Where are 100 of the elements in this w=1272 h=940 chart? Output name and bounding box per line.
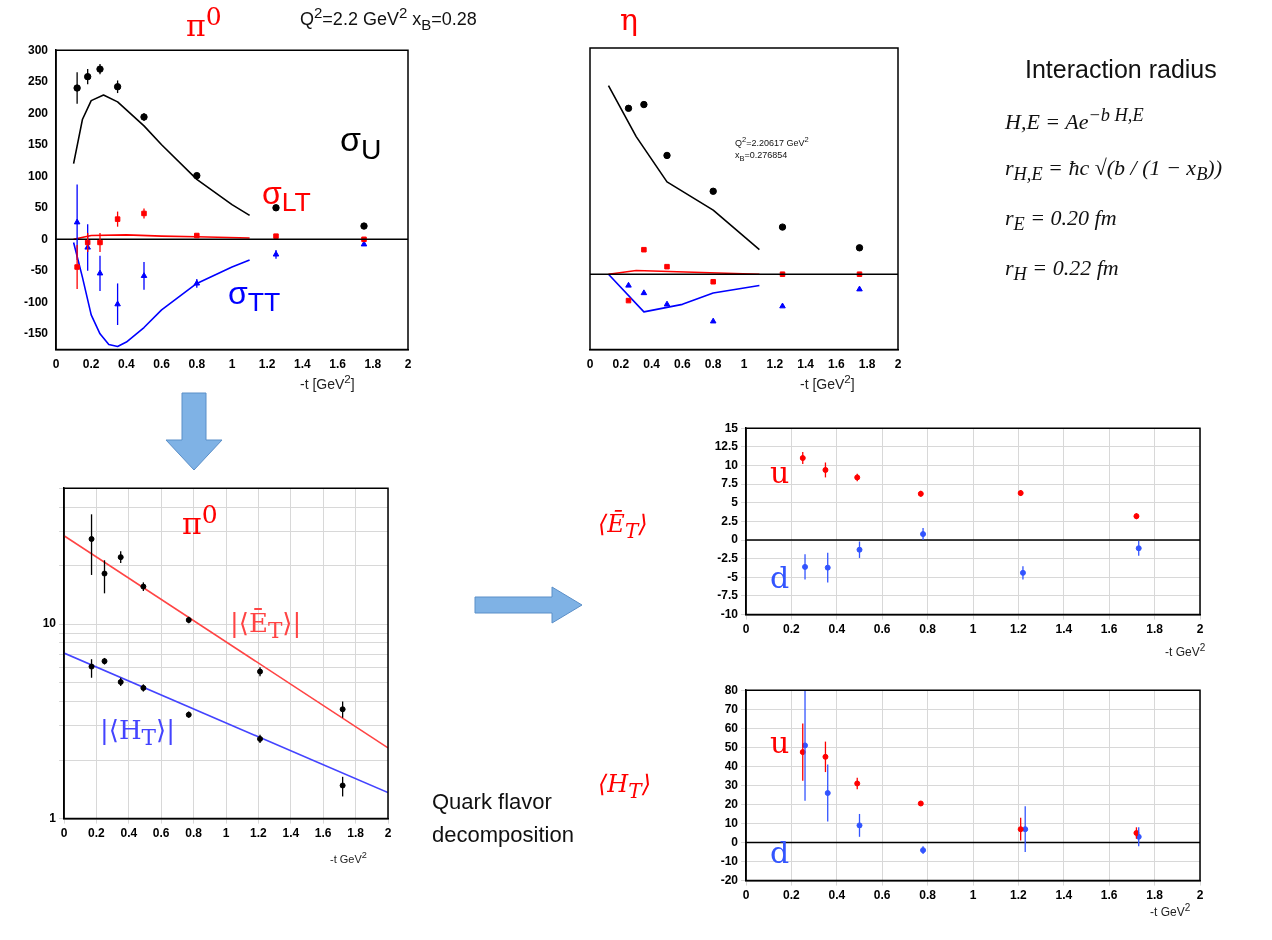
text: u — [770, 455, 790, 490]
x-axis-title: -t GeV$^{2}$ — [1165, 642, 1206, 659]
x-tick-label: 1.6 — [329, 357, 347, 372]
text: r$_{E}$ = 0.20 fm — [1005, 205, 1117, 236]
y-tick-label: 50 — [34, 200, 49, 215]
x-tick-label: 0.8 — [185, 826, 203, 841]
x-tick-label: 1.2 — [250, 826, 268, 841]
x-tick-label: 0.2 — [88, 826, 106, 841]
y-tick-label: -50 — [30, 263, 49, 278]
y-tick-label: 7.5 — [721, 476, 739, 491]
y-tick-label: 20 — [724, 796, 739, 811]
y-tick-label: 300 — [27, 42, 49, 57]
y-tick-label: 60 — [724, 720, 739, 735]
x-tick-label: 0.4 — [828, 622, 846, 637]
x-tick-label: 0.4 — [828, 888, 846, 903]
x-tick-label: 1.4 — [1055, 888, 1073, 903]
x-tick-label: 0.8 — [919, 622, 937, 637]
x-tick-label: 0.8 — [188, 357, 206, 372]
x-tick-label: 2 — [404, 357, 412, 372]
chart-title: η — [620, 2, 638, 37]
x-axis-title: -t [GeV$^{2}$] — [300, 372, 355, 392]
y-tick-label: 10 — [724, 815, 739, 830]
text: d — [770, 835, 790, 870]
x-axis-title: -t GeV$^{2}$ — [1150, 902, 1191, 919]
x-tick-label: 0.4 — [118, 357, 136, 372]
text: Interaction radius — [1025, 55, 1217, 84]
y-tick-label: 10 — [42, 616, 57, 631]
x-tick-label: 1 — [969, 622, 977, 637]
x-tick-label: 2 — [1196, 888, 1204, 903]
y-tick-label: 100 — [27, 168, 49, 183]
y-tick-label: 40 — [724, 758, 739, 773]
y-tick-label: 2.5 — [721, 513, 739, 528]
series-label: σ$_{U}$ — [340, 120, 382, 166]
x-tick-label: 1 — [228, 357, 236, 372]
y-tick-label: -10 — [720, 606, 739, 621]
y-axis-title: ⟨H$_{T}$⟩ — [598, 770, 652, 803]
text: r$_{H}$ = 0.22 fm — [1005, 255, 1119, 286]
x-tick-label: 0.8 — [704, 357, 722, 372]
y-tick-label: 0 — [41, 231, 49, 246]
y-tick-label: 0 — [731, 532, 739, 547]
x-tick-label: 2 — [894, 357, 902, 372]
text: u — [770, 725, 790, 760]
x-tick-label: 1.6 — [1100, 888, 1118, 903]
x-tick-label: 0.6 — [873, 888, 891, 903]
x-tick-label: 0 — [742, 622, 750, 637]
y-tick-label: 15 — [724, 420, 739, 435]
text: Q$^{2}$=2.2 GeV$^{2}$ x$_{B}$=0.28 — [300, 4, 477, 33]
y-tick-label: 250 — [27, 74, 49, 89]
text: r$_{H,E}$ = ħc √(b / (1 − x$_{B}$)) — [1005, 155, 1222, 186]
x-tick-label: 0.2 — [82, 357, 100, 372]
x-tick-label: 1.8 — [1146, 622, 1164, 637]
y-tick-label: 50 — [724, 739, 739, 754]
x-tick-label: 1.4 — [1055, 622, 1073, 637]
y-tick-label: -100 — [23, 294, 49, 309]
x-tick-label: 1.2 — [258, 357, 276, 372]
x-tick-label: 1.4 — [797, 357, 815, 372]
x-tick-label: 1.6 — [828, 357, 846, 372]
x-tick-label: 0.4 — [643, 357, 661, 372]
x-tick-label: 0.2 — [783, 622, 801, 637]
x-tick-label: 1.8 — [347, 826, 365, 841]
y-tick-label: 70 — [724, 701, 739, 716]
x-tick-label: 1.2 — [1010, 888, 1028, 903]
x-tick-label: 0 — [742, 888, 750, 903]
x-tick-label: 0.6 — [153, 357, 171, 372]
annotation: x$_{B}$=0.276854 — [735, 150, 788, 163]
x-tick-label: 1.6 — [1100, 622, 1118, 637]
x-tick-label: 1.8 — [1146, 888, 1164, 903]
x-tick-label: 1 — [222, 826, 230, 841]
y-tick-label: 5 — [731, 495, 739, 510]
x-tick-label: 1.8 — [364, 357, 382, 372]
y-tick-label: -20 — [720, 872, 739, 887]
x-tick-label: 0 — [586, 357, 594, 372]
x-tick-label: 1.4 — [282, 826, 300, 841]
x-axis-title: -t [GeV$^{2}$] — [800, 372, 855, 392]
x-tick-label: 0.2 — [783, 888, 801, 903]
series-label: σ$_{LT}$ — [262, 175, 311, 219]
y-tick-label: 150 — [27, 137, 49, 152]
y-tick-label: 80 — [724, 682, 739, 697]
series-label: |⟨Ē$_{T}$⟩| — [230, 608, 302, 644]
text: Quark flavor decomposition — [432, 789, 574, 847]
x-tick-label: 1.6 — [314, 826, 332, 841]
x-tick-label: 0.4 — [120, 826, 138, 841]
y-tick-label: -10 — [720, 853, 739, 868]
chart-title: π$^{0}$ — [186, 2, 222, 43]
x-tick-label: 1.2 — [1010, 622, 1028, 637]
y-tick-label: -5 — [727, 569, 739, 584]
y-tick-label: 1 — [49, 810, 57, 825]
y-tick-label: -2.5 — [717, 550, 739, 565]
x-tick-label: 0 — [60, 826, 68, 841]
series-label: σ$_{TT}$ — [228, 275, 281, 319]
x-tick-label: 2 — [1196, 622, 1204, 637]
x-tick-label: 0.2 — [612, 357, 630, 372]
x-tick-label: 1 — [969, 888, 977, 903]
y-tick-label: 200 — [27, 105, 49, 120]
text: H,E = Ae$^{−b H,E}$ — [1005, 105, 1144, 136]
x-tick-label: 1.4 — [294, 357, 312, 372]
x-tick-label: 1.8 — [858, 357, 876, 372]
x-tick-label: 1.2 — [766, 357, 784, 372]
x-tick-label: 0.6 — [674, 357, 692, 372]
y-tick-label: -150 — [23, 326, 49, 341]
